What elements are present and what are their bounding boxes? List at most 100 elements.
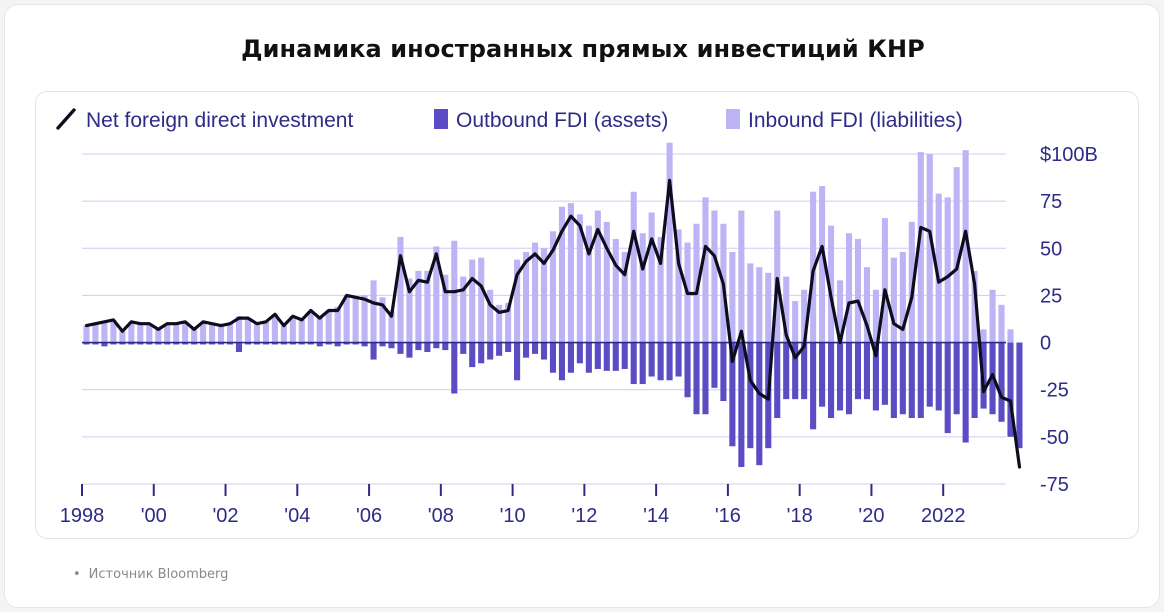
outbound-bar bbox=[612, 342, 619, 371]
inbound-bar bbox=[792, 301, 799, 343]
inbound-bar bbox=[702, 197, 709, 343]
x-tick-label: '20 bbox=[858, 505, 884, 527]
x-tick-label: '04 bbox=[284, 505, 310, 527]
outbound-bar bbox=[119, 342, 126, 345]
outbound-bar bbox=[666, 342, 673, 381]
x-tick-label: 1998 bbox=[60, 505, 105, 527]
outbound-bar bbox=[523, 342, 530, 358]
net-fdi-line bbox=[84, 178, 1022, 469]
outbound-bar bbox=[110, 342, 117, 345]
outbound-bar bbox=[451, 342, 458, 394]
outbound-bar bbox=[693, 342, 700, 415]
inbound-bar bbox=[244, 318, 252, 343]
inbound-bar bbox=[828, 225, 835, 343]
outbound-bar bbox=[810, 342, 817, 430]
x-tick-label: '06 bbox=[356, 505, 382, 527]
outbound-bar bbox=[720, 342, 727, 402]
inbound-bar bbox=[917, 152, 924, 343]
outbound-bar bbox=[226, 342, 234, 345]
inbound-bar bbox=[415, 270, 422, 343]
inbound-bar bbox=[801, 289, 808, 343]
inbound-bar bbox=[101, 321, 108, 343]
outbound-bar bbox=[244, 342, 252, 345]
outbound-bar bbox=[379, 342, 386, 347]
inbound-bar bbox=[370, 280, 377, 343]
fdi-chart: $100B 75 50 25 0 -25 -50 -75 1998 '00 '02 '04 '06 '0… bbox=[56, 108, 1098, 527]
inbound-bar bbox=[514, 259, 521, 343]
outbound-bar bbox=[531, 342, 539, 354]
x-tick-label: '02 bbox=[212, 505, 238, 527]
inbound-bar bbox=[540, 248, 548, 343]
y-tick-label: -75 bbox=[1040, 474, 1069, 496]
outbound-bar bbox=[576, 342, 583, 364]
inbound-bar bbox=[271, 314, 278, 343]
inbound-bar bbox=[783, 276, 790, 343]
inbound-bar bbox=[675, 229, 682, 343]
outbound-bar bbox=[648, 342, 655, 377]
outbound-bar bbox=[496, 342, 503, 356]
y-tick-label: 75 bbox=[1040, 191, 1062, 213]
inbound-bar bbox=[397, 236, 404, 343]
inbound-bar bbox=[191, 329, 198, 343]
inbound-bar bbox=[424, 270, 431, 343]
inbound-bar bbox=[738, 210, 745, 343]
outbound-bar bbox=[738, 342, 745, 468]
outbound-bar bbox=[603, 342, 610, 371]
outbound-bar bbox=[433, 342, 440, 349]
outbound-bar bbox=[307, 342, 314, 345]
inbound-bar bbox=[226, 323, 234, 343]
outbound-bars bbox=[83, 342, 1023, 468]
outbound-bar bbox=[164, 342, 171, 345]
outbound-bar bbox=[594, 342, 601, 369]
outbound-bar bbox=[801, 342, 808, 400]
inbound-bar bbox=[899, 252, 906, 343]
inbound-bar bbox=[612, 238, 619, 343]
legend-label-inbound: Inbound FDI (liabilities) bbox=[748, 109, 963, 132]
outbound-bar bbox=[146, 342, 153, 345]
inbound-bar bbox=[836, 280, 844, 343]
x-tick-labels: 1998 '00 '02 '04 '06 '08 '10 '12 '14 '16 '18 '20 202… bbox=[60, 484, 965, 527]
outbound-bar bbox=[962, 342, 969, 443]
inbound-bar bbox=[209, 323, 216, 343]
inbound-bar bbox=[819, 186, 826, 343]
inbound-bar bbox=[944, 197, 951, 343]
legend-outbound-swatch bbox=[434, 109, 448, 129]
outbound-bar bbox=[442, 342, 449, 351]
x-tick-label: '14 bbox=[643, 505, 669, 527]
outbound-bar bbox=[783, 342, 790, 400]
legend-line-swatch bbox=[56, 108, 76, 130]
legend: Net foreign direct investment Outbound FD… bbox=[56, 108, 963, 132]
outbound-bar bbox=[217, 342, 225, 345]
inbound-bar bbox=[496, 304, 503, 343]
outbound-bar bbox=[137, 342, 144, 345]
inbound-bar bbox=[262, 321, 269, 343]
inbound-bar bbox=[621, 252, 628, 343]
outbound-bar bbox=[415, 342, 422, 351]
inbound-bar bbox=[137, 323, 144, 343]
outbound-bar bbox=[890, 342, 897, 418]
y-tick-label: -50 bbox=[1040, 427, 1069, 449]
inbound-bar bbox=[433, 246, 440, 343]
outbound-bar bbox=[702, 342, 709, 415]
inbound-bar bbox=[164, 323, 171, 343]
inbound-bar bbox=[334, 306, 341, 343]
inbound-bar bbox=[487, 289, 494, 343]
source-note: • Источник Bloomberg bbox=[73, 567, 228, 582]
inbound-bar bbox=[200, 321, 207, 343]
inbound-bar bbox=[585, 225, 592, 343]
outbound-bar bbox=[209, 342, 216, 345]
inbound-bar bbox=[343, 295, 350, 343]
inbound-bar bbox=[765, 272, 772, 343]
outbound-bar bbox=[881, 342, 888, 405]
inbound-bar bbox=[774, 210, 781, 343]
inbound-bar bbox=[92, 323, 99, 343]
inbound-bar bbox=[747, 263, 754, 343]
outbound-bar bbox=[83, 342, 90, 345]
y-tick-label: $100B bbox=[1040, 144, 1098, 166]
inbound-bar bbox=[549, 231, 557, 343]
outbound-bar bbox=[361, 342, 368, 347]
outbound-bar bbox=[271, 342, 278, 345]
outbound-bar bbox=[92, 342, 99, 345]
inbound-bar bbox=[469, 259, 476, 343]
inbound-bar bbox=[935, 193, 942, 343]
